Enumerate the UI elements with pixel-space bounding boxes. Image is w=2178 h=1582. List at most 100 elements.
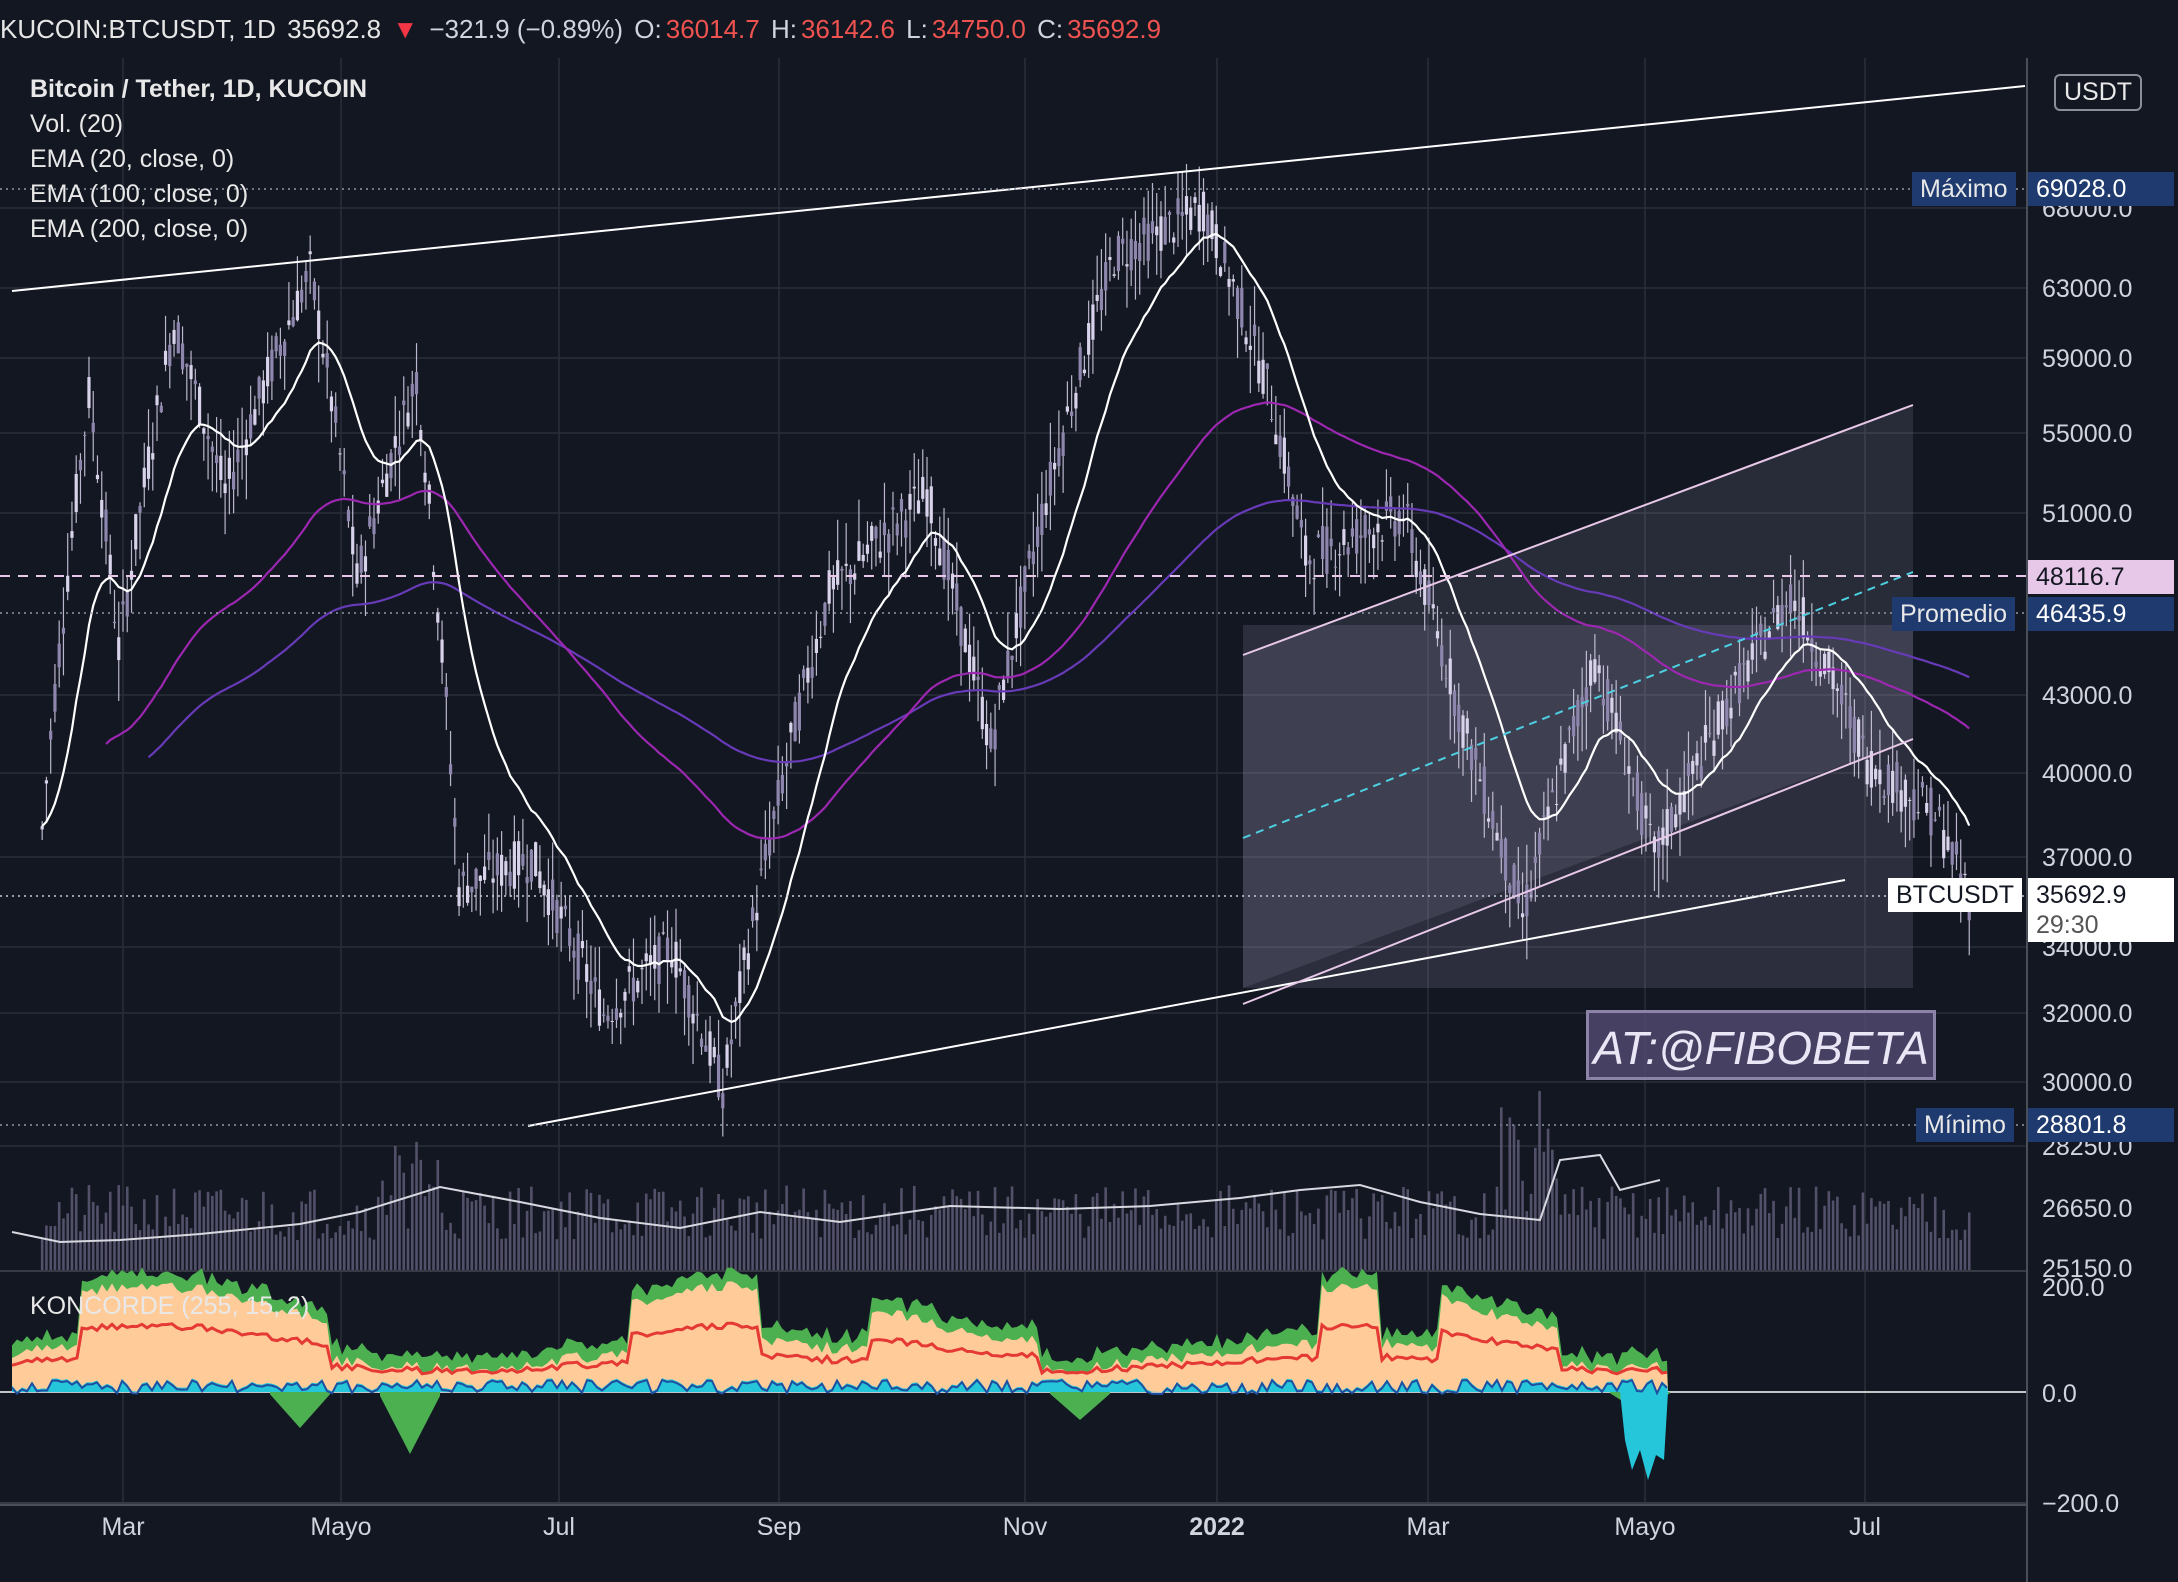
candle-body — [1486, 818, 1491, 822]
candle-body — [631, 977, 636, 1002]
candle-body — [819, 636, 823, 638]
countdown-badge: 29:30 — [2028, 908, 2174, 942]
high-label: H: — [770, 14, 797, 44]
candle-body — [146, 446, 151, 479]
legend-ema200[interactable]: EMA (200, close, 0) — [30, 215, 249, 243]
candle-body — [61, 627, 66, 634]
candle-body — [546, 889, 550, 916]
candle-body — [648, 955, 653, 964]
candle-body — [202, 428, 206, 434]
avg-value-badge: 46435.9 — [2028, 597, 2174, 631]
candle-body — [1235, 287, 1240, 319]
candle-body — [678, 968, 682, 972]
candle-body — [899, 499, 904, 512]
koncorde-negative-area — [1050, 1392, 1110, 1420]
legend-ema100[interactable]: EMA (100, close, 0) — [30, 180, 249, 208]
legend-volume[interactable]: Vol. (20) — [30, 110, 124, 138]
candle-body — [257, 377, 261, 399]
candle-body — [1742, 663, 1746, 665]
candle-body — [172, 329, 176, 344]
koncorde-legend[interactable]: KONCORDE (255, 15, 2) — [30, 1292, 310, 1320]
candle-body — [1942, 829, 1946, 859]
currency-button[interactable]: USDT — [2054, 74, 2143, 111]
candle-body — [1733, 671, 1737, 676]
candle-body — [916, 500, 921, 514]
candle-body — [1686, 763, 1691, 776]
candle-body — [895, 523, 899, 536]
indicator-tick-label: 0.0 — [2042, 1380, 2077, 1408]
candle-body — [176, 322, 180, 354]
candle-body — [1333, 566, 1337, 568]
candle-body — [806, 667, 810, 683]
max-label-badge: Máximo — [1912, 172, 2016, 206]
candle-body — [121, 601, 125, 605]
candle-body — [1227, 278, 1231, 287]
candle-body — [563, 905, 568, 910]
symbol-label[interactable]: KUCOIN:BTCUSDT, 1D — [0, 14, 276, 44]
close-value: 35692.9 — [1067, 14, 1162, 44]
candle-body — [1184, 196, 1189, 215]
candle-body — [270, 349, 274, 382]
candle-body — [1661, 827, 1665, 845]
candle-body — [168, 344, 172, 367]
candle-body — [1061, 432, 1065, 456]
candle-body — [1703, 725, 1708, 743]
candle-body — [1554, 803, 1559, 805]
candle-body — [95, 474, 100, 480]
candle-body — [495, 853, 499, 876]
candle-body — [1406, 503, 1410, 507]
candle-body — [1652, 836, 1657, 853]
candle-body — [1435, 631, 1440, 639]
candle-body — [1197, 204, 1201, 232]
candle-body — [1908, 799, 1912, 801]
candle-body — [810, 667, 814, 678]
candle-body — [321, 353, 325, 358]
candle-body — [1108, 257, 1112, 261]
candle-body — [40, 826, 44, 830]
koncorde-red-line — [11, 1321, 1668, 1376]
candle-body — [1448, 658, 1452, 695]
candle-body — [338, 453, 342, 455]
x-tick-label: Mayo — [310, 1513, 371, 1541]
candle-body — [1338, 554, 1342, 556]
candle-body — [776, 780, 780, 806]
candle-body — [155, 395, 159, 406]
candle-body — [1440, 645, 1444, 667]
candle-body — [1512, 864, 1516, 897]
candle-body — [1895, 762, 1899, 793]
candle-body — [1852, 716, 1856, 753]
candle-body — [197, 386, 202, 426]
candle-body — [236, 449, 240, 463]
candle-body — [755, 912, 759, 921]
candle-body — [602, 1014, 606, 1016]
low-label: L: — [906, 14, 928, 44]
candle-body — [1138, 243, 1142, 262]
candle-body — [1635, 772, 1640, 811]
candle-body — [1937, 806, 1942, 811]
legend-series-title[interactable]: Bitcoin / Tether, 1D, KUCOIN — [30, 75, 368, 103]
candle-body — [1601, 698, 1605, 706]
candle-body — [750, 907, 755, 922]
candle-body — [772, 810, 776, 819]
candle-body — [840, 568, 844, 571]
candle-body — [1912, 789, 1916, 821]
candle-body — [372, 518, 376, 535]
candle-body — [1116, 235, 1121, 272]
candle-body — [1920, 782, 1925, 788]
chart-legend: Bitcoin / Tether, 1D, KUCOIN Vol. (20) E… — [30, 72, 367, 247]
candle-body — [1780, 604, 1784, 626]
y-tick-label: 25150.0 — [2042, 1255, 2132, 1283]
candle-body — [733, 1001, 738, 1007]
candle-body — [861, 554, 865, 562]
candle-body — [125, 590, 129, 617]
channel-top — [1242, 404, 1914, 656]
legend-ema20[interactable]: EMA (20, close, 0) — [30, 145, 235, 173]
last-price-badge: 35692.9 — [2028, 878, 2174, 912]
candle-body — [878, 551, 882, 558]
candle-body — [1312, 578, 1316, 580]
candle-body — [49, 730, 53, 740]
candle-body — [551, 879, 555, 911]
candle-body — [1210, 210, 1214, 240]
candle-body — [950, 573, 955, 589]
